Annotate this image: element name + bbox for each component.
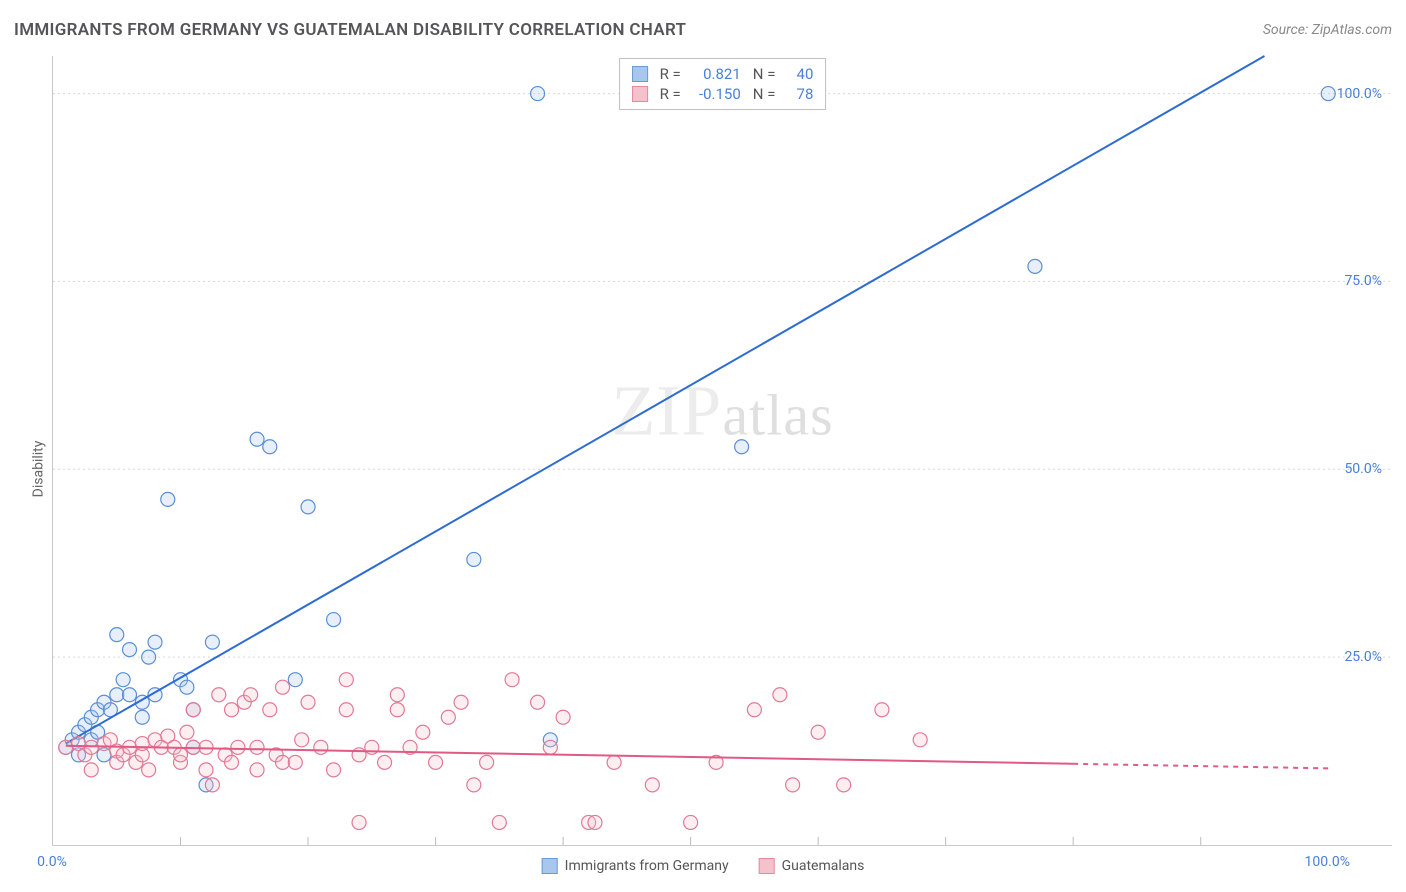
chart-container: Disability ZIPatlas R = 0.821 N = 40 R =… — [14, 56, 1392, 882]
r-label: R = — [660, 65, 681, 83]
legend-swatch-icon — [542, 858, 558, 874]
r-label: R = — [660, 85, 681, 103]
source-label: Source: ZipAtlas.com — [1263, 22, 1392, 38]
y-axis-label: Disability — [30, 441, 46, 498]
y-tick-label: 75.0% — [1344, 273, 1382, 289]
plot-area: ZIPatlas R = 0.821 N = 40 R = -0.150 N =… — [52, 56, 1392, 846]
y-tick-label: 50.0% — [1344, 461, 1382, 477]
series-legend: Immigrants from Germany Guatemalans — [542, 858, 865, 874]
legend-swatch-icon — [632, 66, 648, 82]
legend-row: R = 0.821 N = 40 — [632, 64, 814, 84]
series-legend-label: Guatemalans — [782, 858, 865, 874]
plot-svg — [53, 56, 1392, 845]
r-value: 0.821 — [689, 65, 741, 83]
n-label: N = — [753, 85, 776, 103]
series-legend-item: Guatemalans — [759, 858, 865, 874]
y-tick-label: 25.0% — [1344, 649, 1382, 665]
r-value: -0.150 — [689, 85, 741, 103]
legend-swatch-icon — [632, 86, 648, 102]
correlation-legend: R = 0.821 N = 40 R = -0.150 N = 78 — [619, 58, 827, 110]
series-legend-label: Immigrants from Germany — [565, 858, 729, 874]
n-value: 40 — [783, 65, 813, 83]
n-label: N = — [753, 65, 776, 83]
y-tick-label: 100.0% — [1337, 86, 1382, 102]
series-legend-item: Immigrants from Germany — [542, 858, 729, 874]
chart-header: IMMIGRANTS FROM GERMANY VS GUATEMALAN DI… — [14, 20, 1392, 40]
n-value: 78 — [783, 85, 813, 103]
legend-row: R = -0.150 N = 78 — [632, 84, 814, 104]
x-tick-label: 0.0% — [37, 854, 67, 870]
legend-swatch-icon — [759, 858, 775, 874]
x-tick-label: 100.0% — [1305, 854, 1350, 870]
chart-title: IMMIGRANTS FROM GERMANY VS GUATEMALAN DI… — [14, 20, 686, 40]
